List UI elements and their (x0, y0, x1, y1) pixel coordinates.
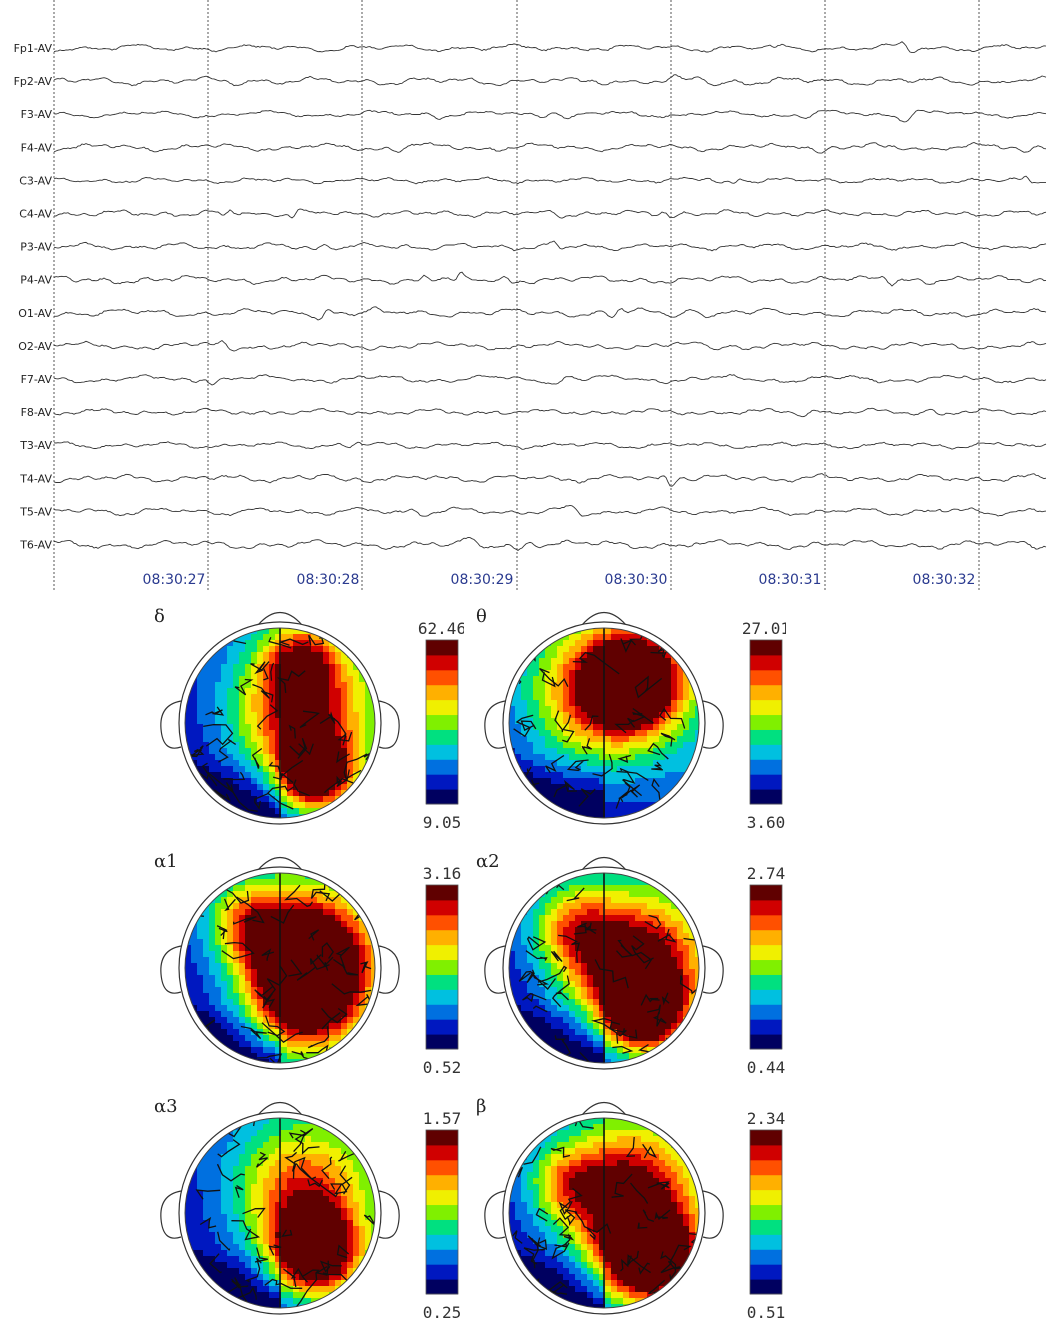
topomap: α2 2.74 0.44 (476, 847, 786, 1087)
eeg-trace (54, 110, 1046, 122)
head-ear-left (161, 1191, 181, 1238)
eeg-trace (54, 241, 1046, 251)
eeg-trace (54, 42, 1046, 53)
colorbar (750, 885, 782, 1050)
head-ear-right (703, 946, 723, 993)
colorbar-min: 9.05 (423, 813, 462, 832)
eeg-traces (54, 42, 1046, 551)
colorbar-min: 0.25 (423, 1303, 462, 1322)
head-ear-right (379, 701, 399, 748)
topomap: α3 1.57 0.25 (154, 1092, 464, 1332)
head-ear-right (703, 1191, 723, 1238)
head-ear-left (161, 701, 181, 748)
channel-label: P4-AV (20, 274, 52, 287)
channel-label: T4-AV (19, 472, 52, 485)
eeg-trace (54, 143, 1046, 154)
channel-label: F7-AV (21, 373, 53, 386)
colorbar-max: 27.01 (742, 619, 786, 638)
eeg-trace (54, 408, 1046, 417)
band-label: α3 (154, 1096, 178, 1117)
head-ear-right (703, 701, 723, 748)
topomap: δ 62.46 9.05 (154, 602, 464, 842)
colorbar-max: 62.46 (418, 619, 464, 638)
eeg-trace (54, 474, 1046, 487)
topomap: β 2.34 0.51 (476, 1092, 786, 1332)
eeg-trace (54, 537, 1046, 550)
colorbar-max: 1.57 (423, 1109, 462, 1128)
eeg-trace (54, 442, 1046, 450)
colorbar (426, 1130, 458, 1295)
topomap: α1 3.16 0.52 (154, 847, 464, 1087)
band-label: θ (476, 606, 487, 627)
channel-label: T3-AV (19, 439, 52, 452)
eeg-trace (54, 505, 1046, 516)
channel-label: Fp2-AV (14, 75, 53, 88)
colorbar-min: 3.60 (747, 813, 786, 832)
channel-label: T6-AV (19, 539, 52, 552)
channel-label: T5-AV (19, 505, 52, 518)
eeg-trace (54, 209, 1046, 218)
colorbar (750, 640, 782, 805)
band-label: α2 (476, 851, 500, 872)
band-label: β (476, 1096, 486, 1117)
colorbar (426, 885, 458, 1050)
time-label: 08:30:27 (143, 572, 206, 588)
colorbar-max: 2.74 (747, 864, 786, 883)
channel-label: O1-AV (18, 307, 52, 320)
eeg-trace (54, 375, 1046, 386)
head-ear-right (379, 1191, 399, 1238)
band-label: α1 (154, 851, 178, 872)
eeg-time-axis: 08:30:27 08:30:28 08:30:29 08:30:30 08:30:31… (143, 572, 976, 588)
time-label: 08:30:31 (759, 572, 822, 588)
channel-label: O2-AV (18, 340, 52, 353)
time-label: 08:30:29 (451, 572, 514, 588)
colorbar (426, 640, 458, 805)
time-label: 08:30:32 (913, 572, 976, 588)
eeg-trace (54, 307, 1046, 320)
colorbar-min: 0.52 (423, 1058, 462, 1077)
head-ear-left (485, 701, 505, 748)
channel-label: F3-AV (21, 108, 53, 121)
head-ear-left (485, 946, 505, 993)
channel-label: F4-AV (21, 141, 53, 154)
head-ear-right (379, 946, 399, 993)
eeg-trace (54, 341, 1046, 352)
eeg-time-gridlines (54, 0, 979, 590)
head-ear-left (161, 946, 181, 993)
colorbar (750, 1130, 782, 1295)
channel-label: F8-AV (21, 406, 53, 419)
channel-label: C3-AV (19, 174, 52, 187)
colorbar-min: 0.44 (747, 1058, 786, 1077)
colorbar-max: 2.34 (747, 1109, 786, 1128)
eeg-traces-panel: Fp1-AV Fp2-AV F3-AV F4-AV C3-AV C4-AV P3-AV P4-… (0, 0, 1052, 592)
eeg-trace (54, 272, 1046, 286)
band-label: δ (154, 606, 165, 627)
channel-label: P3-AV (20, 241, 52, 254)
eeg-trace (54, 176, 1046, 184)
channel-label: C4-AV (19, 208, 52, 221)
colorbar-min: 0.51 (747, 1303, 786, 1322)
head-ear-left (485, 1191, 505, 1238)
time-label: 08:30:28 (297, 572, 360, 588)
channel-label: Fp1-AV (14, 42, 53, 55)
eeg-trace (54, 75, 1046, 86)
time-label: 08:30:30 (605, 572, 668, 588)
eeg-channel-labels: Fp1-AV Fp2-AV F3-AV F4-AV C3-AV C4-AV P3-AV P4-… (14, 42, 53, 552)
topomap: θ 27.01 3.60 (476, 602, 786, 842)
colorbar-max: 3.16 (423, 864, 462, 883)
